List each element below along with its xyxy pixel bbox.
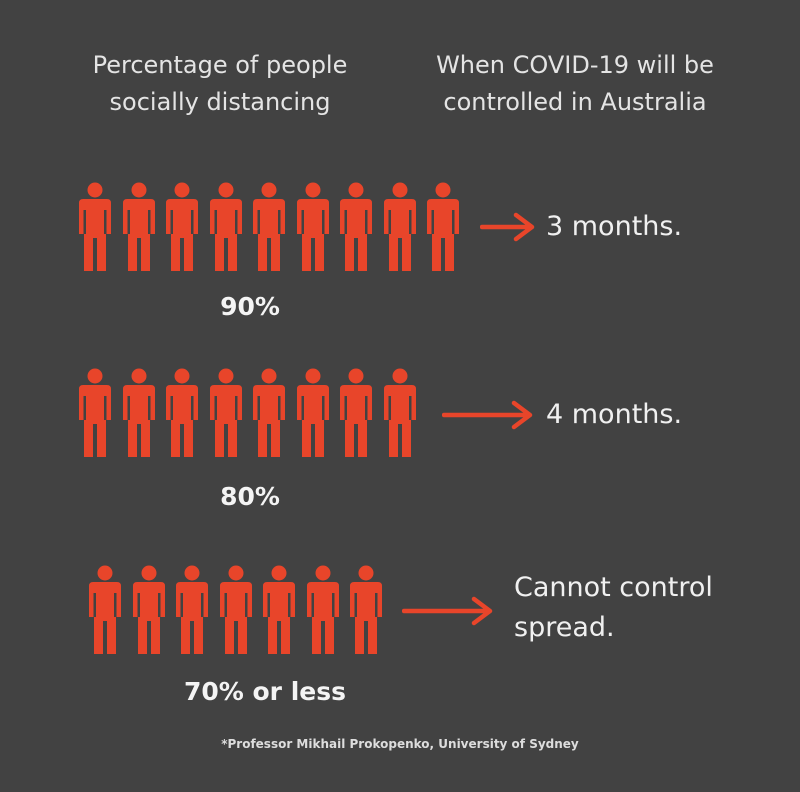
column-header-right: When COVID-19 will be controlled in Aust… bbox=[410, 47, 740, 121]
person-icon bbox=[260, 565, 298, 655]
column-header-left-line1: Percentage of people bbox=[60, 47, 380, 84]
person-icon bbox=[86, 565, 124, 655]
person-icon bbox=[120, 368, 158, 458]
people-icons-row-70 bbox=[86, 565, 391, 655]
right-arrow-icon bbox=[480, 212, 536, 242]
column-header-right-line2: controlled in Australia bbox=[410, 84, 740, 121]
person-icon bbox=[304, 565, 342, 655]
person-icon bbox=[381, 182, 419, 272]
outcome-line1: Cannot control bbox=[514, 568, 713, 608]
source-footnote: *Professor Mikhail Prokopenko, Universit… bbox=[0, 737, 800, 751]
person-icon bbox=[294, 182, 332, 272]
right-arrow-icon bbox=[442, 400, 534, 430]
outcome-label-70: Cannot control spread. bbox=[514, 568, 713, 648]
person-icon bbox=[381, 368, 419, 458]
people-icons-row-80 bbox=[76, 368, 424, 458]
person-icon bbox=[250, 368, 288, 458]
person-icon bbox=[76, 368, 114, 458]
person-icon bbox=[207, 182, 245, 272]
person-icon bbox=[130, 565, 168, 655]
outcome-label-90: 3 months. bbox=[546, 207, 682, 247]
column-header-left: Percentage of people socially distancing bbox=[60, 47, 380, 121]
outcome-line1: 3 months. bbox=[546, 207, 682, 247]
person-icon bbox=[207, 368, 245, 458]
person-icon bbox=[163, 368, 201, 458]
outcome-label-80: 4 months. bbox=[546, 395, 682, 435]
person-icon bbox=[337, 368, 375, 458]
person-icon bbox=[120, 182, 158, 272]
person-icon bbox=[217, 565, 255, 655]
percentage-label-80: 80% bbox=[150, 482, 350, 511]
column-header-left-line2: socially distancing bbox=[60, 84, 380, 121]
person-icon bbox=[294, 368, 332, 458]
person-icon bbox=[173, 565, 211, 655]
person-icon bbox=[347, 565, 385, 655]
person-icon bbox=[424, 182, 462, 272]
percentage-label-90: 90% bbox=[150, 292, 350, 321]
person-icon bbox=[76, 182, 114, 272]
person-icon bbox=[337, 182, 375, 272]
right-arrow-icon bbox=[402, 596, 494, 626]
outcome-line1: 4 months. bbox=[546, 395, 682, 435]
column-header-right-line1: When COVID-19 will be bbox=[410, 47, 740, 84]
person-icon bbox=[163, 182, 201, 272]
people-icons-row-90 bbox=[76, 182, 468, 272]
outcome-line2: spread. bbox=[514, 608, 713, 648]
percentage-label-70: 70% or less bbox=[140, 677, 390, 706]
person-icon bbox=[250, 182, 288, 272]
